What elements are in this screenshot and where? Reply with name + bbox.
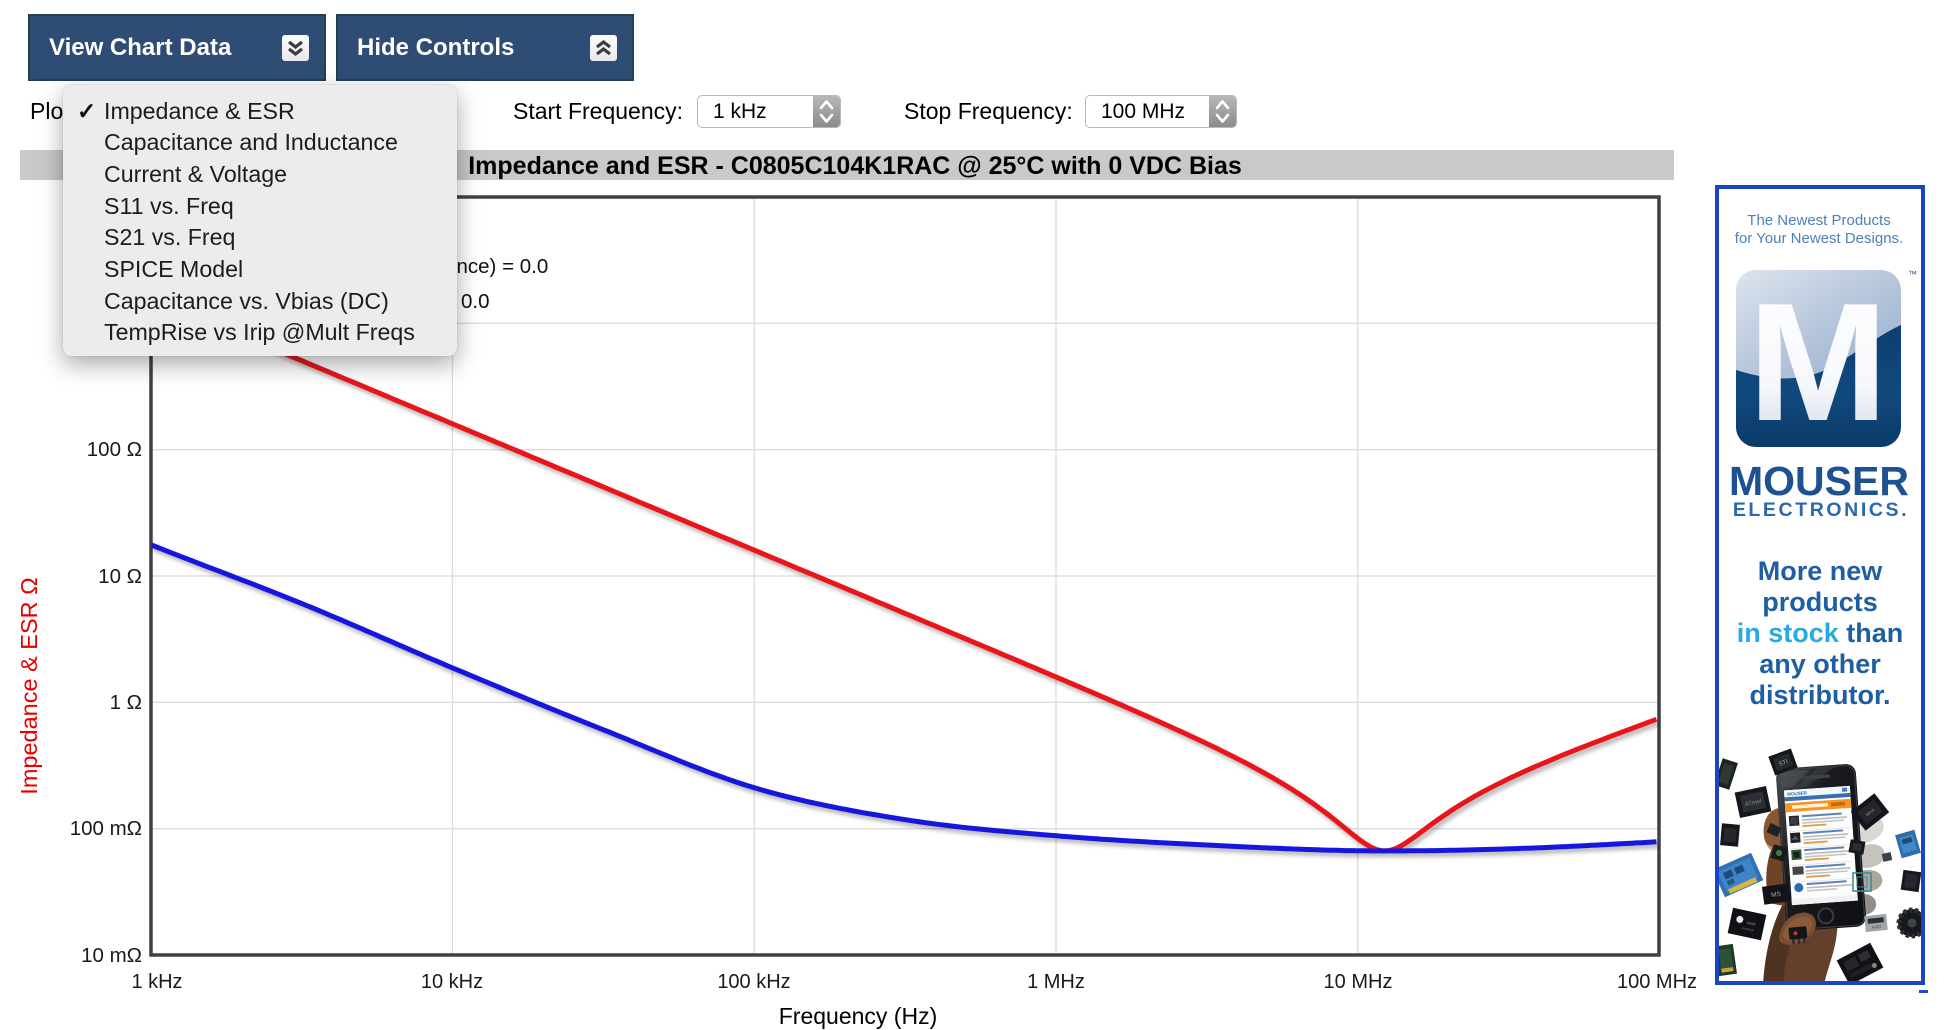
svg-text:xxxxxx: xxxxxx: [1742, 925, 1755, 932]
svg-text:distributor.: distributor.: [1750, 680, 1891, 710]
svg-text:More new: More new: [1758, 556, 1884, 586]
svg-text:ATmel: ATmel: [1744, 799, 1762, 808]
svg-text:M: M: [1748, 268, 1888, 456]
svg-text:xxxx: xxxx: [1746, 920, 1757, 927]
svg-text:10 MHz: 10 MHz: [1324, 971, 1393, 993]
svg-text:for Your Newest Designs.: for Your Newest Designs.: [1735, 230, 1903, 247]
svg-text:1 Ω: 1 Ω: [110, 691, 142, 714]
svg-text:100 MHz: 100 MHz: [1617, 971, 1697, 993]
svg-text:MOUSER: MOUSER: [1787, 790, 1808, 796]
svg-text:Mnn: Mnn: [1865, 807, 1877, 818]
svg-text:1 kHz: 1 kHz: [131, 971, 182, 993]
svg-text:in stock than: in stock than: [1737, 618, 1904, 648]
svg-text:ELECTRONICS.: ELECTRONICS.: [1733, 499, 1909, 521]
svg-text:10 Ω: 10 Ω: [98, 565, 142, 588]
svg-text:STI: STI: [1778, 759, 1789, 768]
svg-text:™: ™: [1908, 269, 1917, 279]
svg-text:10 kHz: 10 kHz: [421, 971, 483, 993]
svg-text:AMD: AMD: [1871, 924, 1882, 930]
svg-text:products: products: [1762, 587, 1878, 617]
svg-text:100 Ω: 100 Ω: [87, 438, 142, 461]
svg-text:100 kHz: 100 kHz: [717, 971, 790, 993]
svg-text:Frequency (Hz): Frequency (Hz): [779, 1003, 937, 1029]
svg-text:Impedance & ESR Ω: Impedance & ESR Ω: [16, 577, 42, 794]
svg-text:The Newest Products: The Newest Products: [1747, 212, 1890, 229]
svg-text:0.0: 0.0: [461, 290, 490, 313]
svg-text:nce) = 0.0: nce) = 0.0: [457, 255, 549, 278]
svg-text:MS: MS: [1771, 891, 1782, 899]
svg-text:100 mΩ: 100 mΩ: [70, 817, 142, 840]
svg-text:any other: any other: [1759, 649, 1881, 679]
svg-text:MOUSER: MOUSER: [1729, 458, 1909, 504]
svg-text:10 mΩ: 10 mΩ: [81, 944, 142, 967]
svg-text:1 MHz: 1 MHz: [1027, 971, 1085, 993]
